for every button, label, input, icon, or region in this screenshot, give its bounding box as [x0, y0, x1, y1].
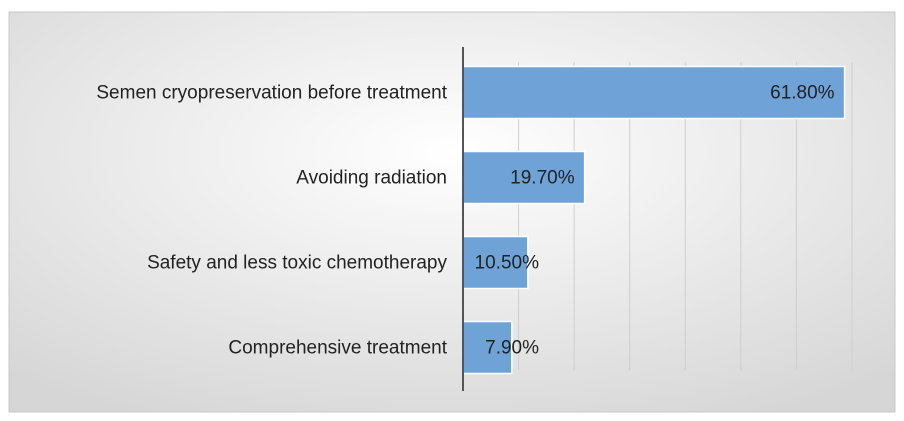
- bar: [462, 65, 846, 120]
- data-label: 10.50%: [475, 253, 540, 274]
- data-label: 7.90%: [485, 338, 539, 359]
- y-tick-label: Avoiding radiation: [296, 168, 447, 189]
- y-tick-label: Comprehensive treatment: [228, 338, 447, 359]
- data-label: 61.80%: [770, 83, 835, 104]
- bar: [462, 320, 513, 375]
- y-tick-label: Safety and less toxic chemotherapy: [147, 253, 447, 274]
- data-label: 19.70%: [510, 168, 575, 189]
- bar: [462, 150, 586, 205]
- y-tick-label: Semen cryopreservation before treatment: [96, 83, 447, 104]
